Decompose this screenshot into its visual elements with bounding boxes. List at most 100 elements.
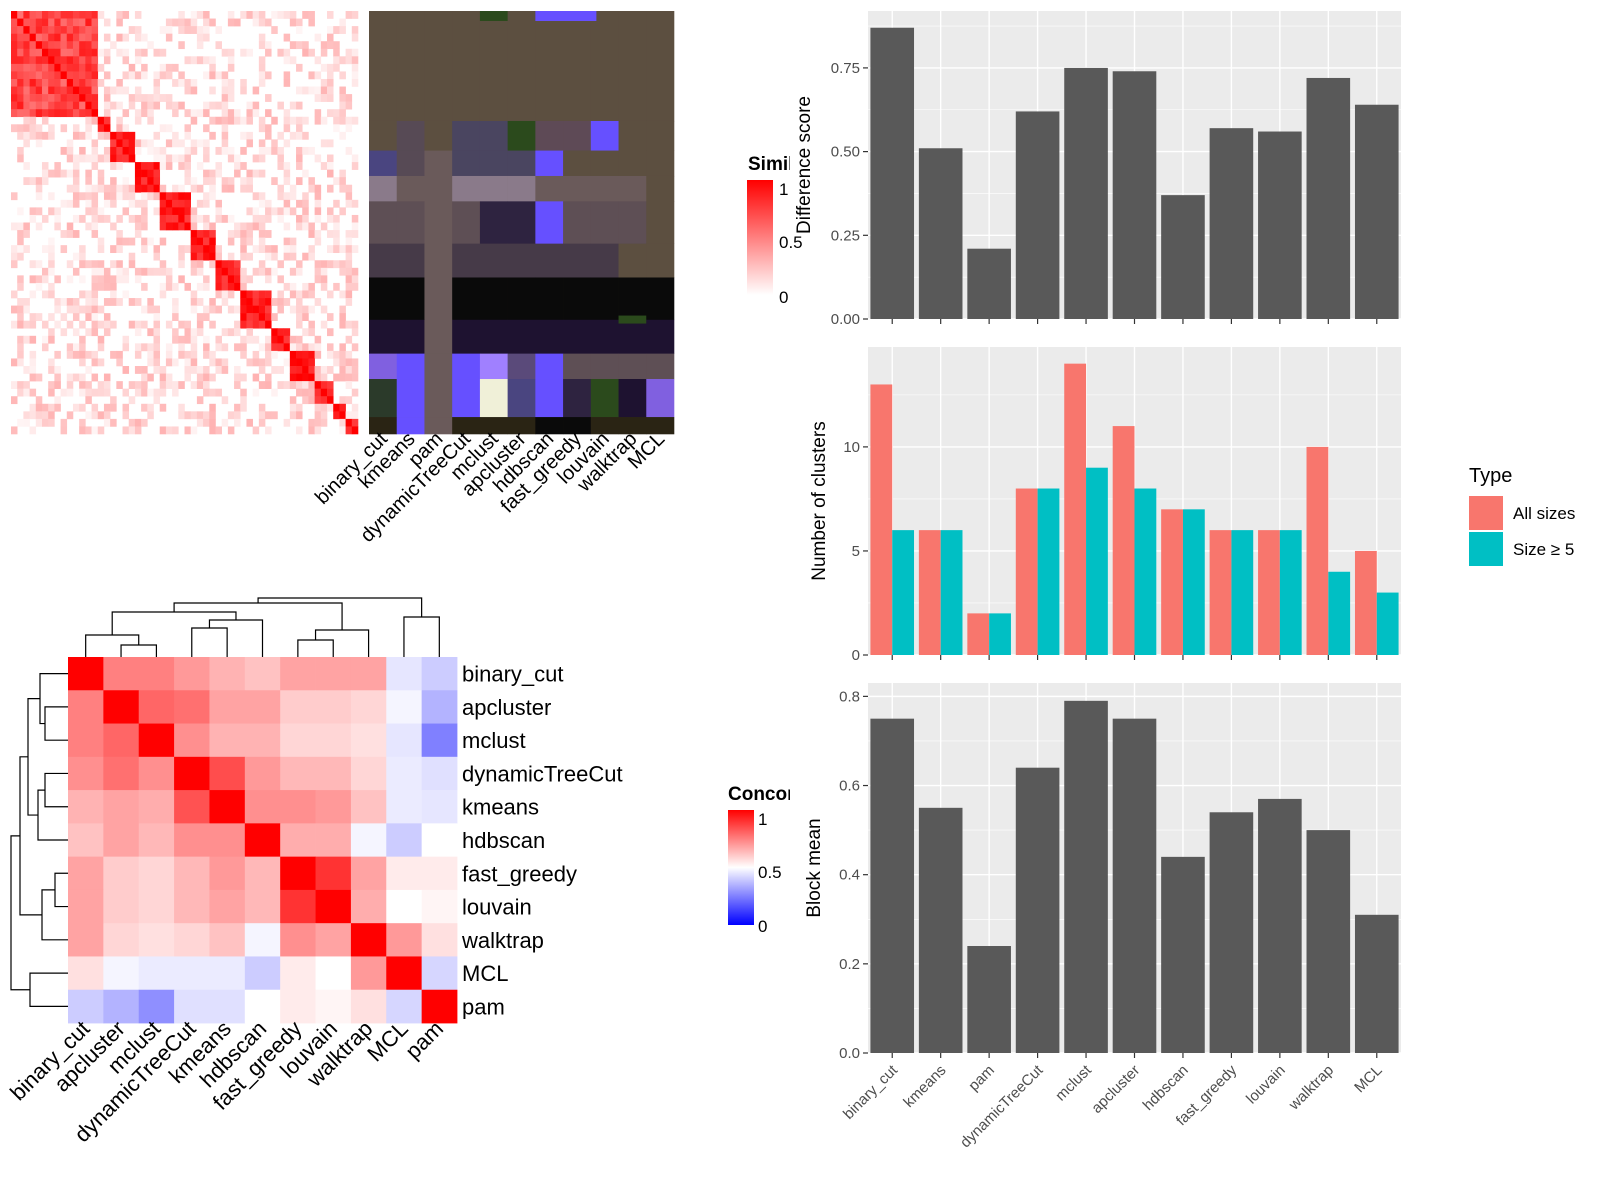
similarity-cell — [66, 222, 74, 231]
similarity-cell — [351, 388, 359, 397]
similarity-cell — [29, 78, 37, 87]
similarity-cell — [48, 282, 55, 291]
similarity-cell — [178, 320, 185, 329]
similarity-cell — [221, 298, 229, 306]
similarity-cell — [91, 275, 99, 284]
similarity-cell — [103, 94, 111, 102]
similarity-cell — [320, 411, 328, 420]
similarity-cell — [178, 18, 185, 27]
similarity-cell — [196, 260, 204, 269]
dendrogram-branch — [44, 706, 68, 741]
similarity-cell — [308, 305, 315, 314]
similarity-cell — [153, 78, 161, 87]
similarity-cell — [79, 418, 86, 427]
concordance-top-dendrogram — [85, 597, 440, 657]
similarity-cell — [271, 366, 278, 374]
similarity-cell — [172, 214, 179, 223]
similarity-cell — [271, 313, 278, 321]
similarity-cell — [41, 26, 49, 34]
similarity-cell — [60, 199, 68, 208]
membership-cell — [507, 11, 536, 122]
similarity-cell — [165, 282, 173, 291]
similarity-cell — [221, 418, 229, 427]
similarity-cell — [221, 343, 229, 352]
similarity-cell — [23, 48, 30, 57]
similarity-cell — [159, 162, 167, 170]
similarity-cell — [153, 169, 161, 178]
similarity-cell — [271, 267, 278, 276]
similarity-cell — [296, 320, 303, 329]
similarity-cell — [91, 199, 99, 208]
similarity-cell — [333, 48, 340, 57]
concordance-cell — [386, 657, 423, 691]
concordance-cell — [209, 723, 246, 758]
concordance-cell — [350, 923, 387, 957]
concordance-cell — [103, 989, 140, 1024]
similarity-cell — [296, 366, 303, 374]
similarity-cell — [345, 396, 353, 405]
similarity-cell — [196, 33, 204, 42]
similarity-cell — [35, 26, 43, 34]
similarity-cell — [103, 267, 111, 276]
similarity-cell — [141, 48, 148, 57]
similarity-cell — [277, 298, 284, 306]
similarity-cell — [23, 71, 30, 80]
similarity-cell — [165, 222, 173, 231]
similarity-cell — [209, 63, 216, 72]
similarity-cell — [345, 381, 353, 389]
similarity-cell — [72, 124, 80, 133]
concordance-cell — [103, 823, 140, 858]
similarity-cell — [240, 282, 247, 291]
similarity-cell — [141, 169, 148, 178]
membership-cell — [590, 379, 619, 418]
x-tick-label: binary_cut — [840, 1061, 902, 1123]
similarity-cell — [110, 298, 117, 306]
similarity-cell — [289, 282, 297, 291]
similarity-cell — [165, 358, 173, 367]
similarity-cell — [66, 381, 74, 389]
similarity-cell — [48, 131, 55, 140]
similarity-cell — [103, 184, 111, 193]
similarity-cell — [327, 388, 334, 397]
similarity-cell — [165, 162, 173, 170]
similarity-cell — [283, 245, 291, 254]
similarity-cell — [103, 116, 111, 125]
similarity-cell — [110, 275, 117, 284]
similarity-cell — [252, 426, 260, 435]
similarity-cell — [351, 426, 359, 435]
similarity-cell — [271, 328, 278, 337]
similarity-cell — [289, 366, 297, 374]
similarity-cell — [128, 260, 136, 269]
similarity-cell — [17, 26, 24, 34]
bar — [967, 613, 990, 655]
similarity-cell — [296, 403, 303, 412]
similarity-cell — [339, 109, 346, 118]
similarity-cell — [215, 41, 222, 50]
similarity-cell — [66, 41, 74, 50]
similarity-cell — [221, 78, 229, 87]
similarity-cell — [252, 358, 260, 367]
similarity-cell — [23, 177, 30, 186]
similarity-cell — [153, 86, 161, 95]
membership-cell — [479, 417, 508, 435]
similarity-cell — [209, 403, 216, 412]
similarity-cell — [308, 418, 315, 427]
similarity-cell — [283, 48, 291, 57]
concordance-cell — [174, 923, 210, 957]
similarity-cell — [128, 146, 136, 155]
similarity-cell — [265, 48, 272, 57]
similarity-cell — [79, 48, 86, 57]
similarity-cell — [320, 139, 328, 148]
bar — [1134, 488, 1157, 655]
y-tick-label: 0.50 — [831, 144, 860, 161]
similarity-cell — [11, 396, 18, 405]
concordance-cell — [315, 989, 352, 1024]
similarity-cell — [116, 267, 123, 276]
concordance-cell — [280, 723, 316, 758]
similarity-cell — [97, 154, 105, 163]
similarity-cell — [91, 260, 99, 269]
similarity-cell — [221, 124, 229, 133]
similarity-cell — [41, 101, 49, 110]
similarity-cell — [147, 267, 154, 276]
similarity-cell — [240, 162, 247, 170]
